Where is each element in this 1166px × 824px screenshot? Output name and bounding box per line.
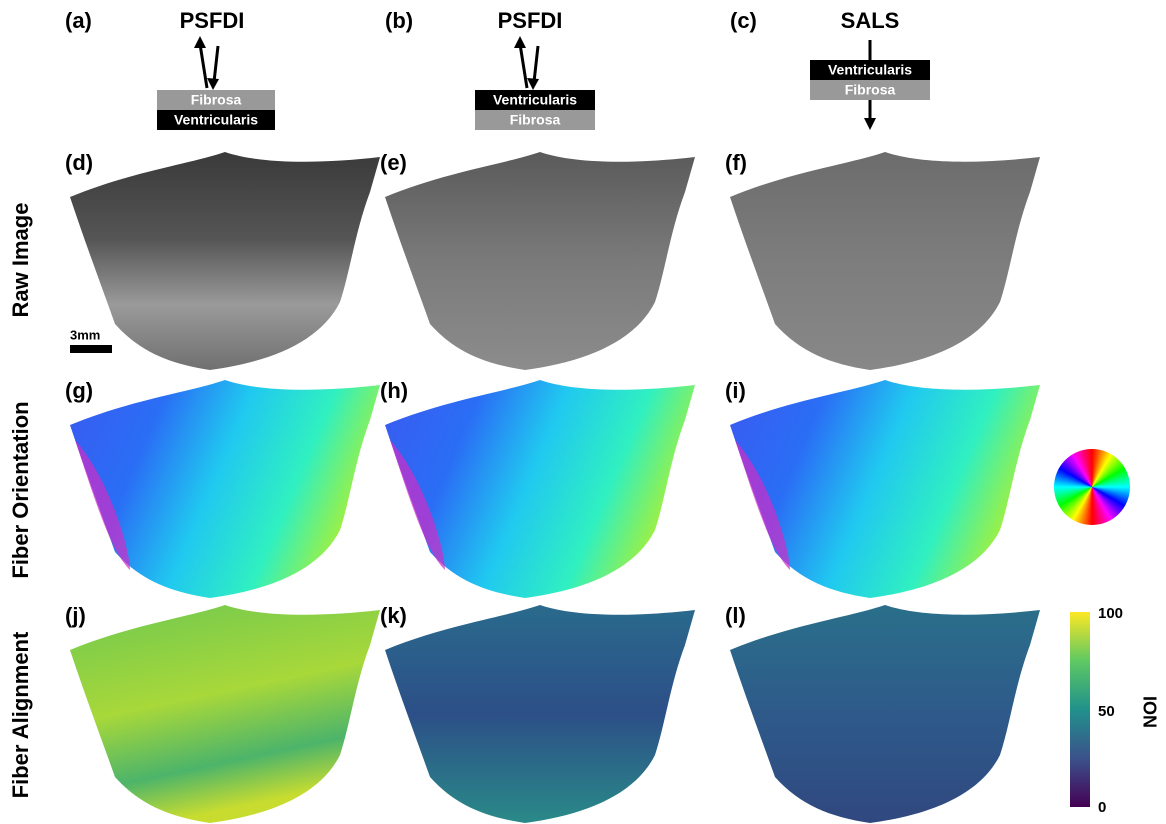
layer-box	[475, 110, 595, 130]
row-label: Fiber Orientation	[8, 401, 33, 578]
panel-label: (a)	[65, 8, 92, 33]
layer-box	[475, 90, 595, 110]
layer-box	[157, 90, 275, 110]
layer-label: Fibrosa	[845, 82, 896, 98]
layer-box	[810, 60, 930, 80]
tissue-image	[70, 605, 380, 823]
layer-label: Ventricularis	[493, 92, 577, 108]
panels	[70, 152, 1040, 823]
orientation-color-wheel	[1054, 449, 1130, 525]
colorbar-tick: 50	[1098, 703, 1115, 720]
layer-label: Ventricularis	[174, 112, 258, 128]
panel-label: (b)	[385, 8, 413, 33]
panel-label: (e)	[380, 150, 407, 175]
tissue-image	[730, 605, 1040, 823]
panel-label: (c)	[730, 8, 757, 33]
tissue-panel	[385, 380, 695, 598]
schematic-c: Ventricularis Fibrosa	[810, 40, 930, 130]
orientation-patch	[75, 440, 130, 570]
layer-label: Ventricularis	[828, 62, 912, 78]
panel-label: (l)	[725, 603, 746, 628]
tissue-panel	[730, 152, 1040, 370]
colorbar-tick: 100	[1098, 605, 1123, 622]
tissue-image	[730, 152, 1040, 370]
panel-label: (j)	[65, 603, 86, 628]
tissue-image	[70, 380, 380, 598]
panel-label: (d)	[65, 150, 93, 175]
schematic-a: Fibrosa Ventricularis	[157, 36, 275, 130]
method-label: PSFDI	[180, 8, 245, 33]
scale-bar	[70, 345, 112, 353]
tissue-image	[385, 380, 695, 598]
tissue-panel	[730, 605, 1040, 823]
schematic-b: Ventricularis Fibrosa	[475, 36, 595, 130]
colorbar	[1070, 612, 1090, 807]
tissue-image	[385, 605, 695, 823]
row-label: Raw Image	[8, 203, 33, 318]
orientation-patch	[735, 440, 790, 570]
panel-label: (k)	[380, 603, 407, 628]
tissue-image	[70, 152, 380, 370]
tissue-panel	[385, 152, 695, 370]
panel-label: (f)	[725, 150, 747, 175]
colorbar-tick: 0	[1098, 799, 1106, 816]
tissue-panel	[385, 605, 695, 823]
row-label: Fiber Alignment	[8, 631, 33, 798]
tissue-image	[385, 152, 695, 370]
layer-label: Fibrosa	[510, 112, 561, 128]
panel-label: (h)	[380, 378, 408, 403]
scale-bar-label: 3mm	[70, 327, 100, 342]
tissue-panel	[730, 380, 1040, 598]
panel-label: (g)	[65, 378, 93, 403]
tissue-panel	[70, 380, 380, 598]
layer-box	[157, 110, 275, 130]
layer-box	[810, 80, 930, 100]
method-label: PSFDI	[498, 8, 563, 33]
method-label: SALS	[841, 8, 900, 33]
panel-label: (i)	[725, 378, 746, 403]
layer-label: Fibrosa	[191, 92, 242, 108]
orientation-patch	[390, 440, 445, 570]
tissue-image	[730, 380, 1040, 598]
tissue-panel	[70, 605, 380, 823]
tissue-panel	[70, 152, 380, 370]
colorbar-label: ION	[1139, 696, 1159, 728]
